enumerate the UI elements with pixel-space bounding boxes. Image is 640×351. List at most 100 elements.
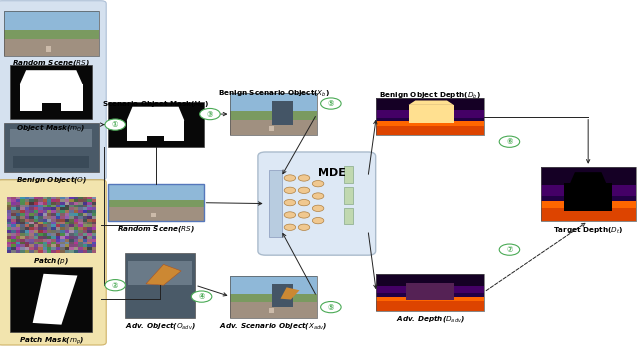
Text: Patch($p$): Patch($p$) bbox=[33, 255, 69, 266]
Bar bbox=[541, 201, 636, 207]
Circle shape bbox=[499, 136, 520, 147]
Bar bbox=[230, 276, 317, 318]
Bar bbox=[128, 260, 192, 285]
Bar bbox=[230, 120, 317, 135]
Text: ⑤: ⑤ bbox=[328, 99, 334, 108]
Bar bbox=[230, 111, 317, 120]
Text: Benign Object($O$): Benign Object($O$) bbox=[15, 174, 87, 185]
Text: Target Depth($D_t$): Target Depth($D_t$) bbox=[553, 225, 623, 236]
Bar bbox=[10, 267, 92, 332]
Bar bbox=[541, 196, 636, 202]
Circle shape bbox=[284, 175, 296, 181]
Text: Object Mask($m_O$): Object Mask($m_O$) bbox=[17, 122, 86, 133]
Circle shape bbox=[312, 180, 324, 187]
FancyBboxPatch shape bbox=[258, 152, 376, 255]
Bar bbox=[151, 213, 156, 217]
Bar bbox=[376, 98, 484, 135]
Bar bbox=[344, 166, 353, 183]
Circle shape bbox=[284, 199, 296, 206]
Bar bbox=[376, 111, 484, 119]
Bar bbox=[230, 276, 317, 294]
Bar bbox=[272, 101, 294, 125]
Bar bbox=[230, 93, 317, 112]
Bar bbox=[376, 98, 484, 111]
Text: Scenario Object Mask($M_O$): Scenario Object Mask($M_O$) bbox=[102, 99, 209, 110]
Bar bbox=[47, 46, 51, 52]
Polygon shape bbox=[33, 274, 77, 325]
Bar bbox=[20, 84, 83, 111]
Circle shape bbox=[321, 98, 341, 109]
Bar bbox=[376, 274, 484, 311]
Text: ②: ② bbox=[112, 281, 118, 290]
Circle shape bbox=[499, 244, 520, 255]
Bar bbox=[541, 201, 636, 221]
Circle shape bbox=[298, 175, 310, 181]
Circle shape bbox=[105, 119, 125, 130]
Circle shape bbox=[312, 193, 324, 199]
Bar bbox=[127, 120, 184, 141]
Circle shape bbox=[298, 199, 310, 206]
Bar bbox=[42, 103, 61, 111]
Bar bbox=[230, 294, 317, 303]
Circle shape bbox=[105, 279, 125, 291]
Bar bbox=[108, 207, 204, 221]
Circle shape bbox=[298, 212, 310, 218]
Polygon shape bbox=[408, 100, 454, 105]
Bar bbox=[376, 118, 484, 122]
Text: Adv. Scenario Object($X_{adv}$): Adv. Scenario Object($X_{adv}$) bbox=[220, 320, 328, 331]
Polygon shape bbox=[20, 70, 83, 84]
Bar bbox=[13, 156, 89, 168]
Bar bbox=[10, 129, 92, 147]
Bar bbox=[541, 185, 636, 197]
Bar bbox=[4, 11, 99, 56]
Circle shape bbox=[298, 187, 310, 193]
Bar bbox=[4, 39, 99, 56]
Bar bbox=[4, 11, 99, 31]
Bar bbox=[376, 121, 484, 126]
Bar bbox=[344, 208, 353, 224]
Bar bbox=[376, 293, 484, 298]
Text: Patch Mask($m_p$): Patch Mask($m_p$) bbox=[19, 334, 84, 346]
Bar bbox=[408, 105, 454, 123]
Circle shape bbox=[284, 187, 296, 193]
Bar bbox=[376, 297, 484, 302]
Circle shape bbox=[312, 218, 324, 224]
Bar bbox=[125, 253, 195, 318]
Text: Random Scene($RS$): Random Scene($RS$) bbox=[116, 224, 195, 234]
Circle shape bbox=[298, 224, 310, 231]
Circle shape bbox=[200, 108, 220, 120]
FancyBboxPatch shape bbox=[0, 1, 106, 180]
Bar bbox=[269, 171, 282, 237]
Circle shape bbox=[284, 224, 296, 231]
Bar bbox=[230, 302, 317, 318]
Bar bbox=[10, 65, 92, 119]
Bar bbox=[230, 93, 317, 135]
Circle shape bbox=[321, 302, 341, 313]
Bar bbox=[376, 121, 484, 135]
Bar bbox=[541, 167, 636, 221]
Bar bbox=[376, 297, 484, 311]
Polygon shape bbox=[127, 107, 184, 120]
Text: ③: ③ bbox=[207, 110, 213, 119]
Bar bbox=[564, 183, 612, 211]
Text: ④: ④ bbox=[198, 292, 205, 301]
Bar bbox=[376, 274, 484, 287]
Bar bbox=[108, 102, 204, 147]
Text: Benign Object Depth($D_b$): Benign Object Depth($D_b$) bbox=[379, 91, 481, 101]
Text: ①: ① bbox=[112, 120, 118, 129]
Bar bbox=[541, 167, 636, 186]
Polygon shape bbox=[570, 172, 606, 183]
Bar bbox=[108, 184, 204, 201]
Text: Benign Scenario Object($X_b$): Benign Scenario Object($X_b$) bbox=[218, 88, 330, 99]
Text: ⑥: ⑥ bbox=[506, 137, 513, 146]
Text: ⑤: ⑤ bbox=[328, 303, 334, 312]
Bar bbox=[108, 200, 204, 208]
Text: Adv. Object($O_{adv}$): Adv. Object($O_{adv}$) bbox=[125, 320, 195, 331]
FancyBboxPatch shape bbox=[0, 180, 106, 345]
Text: Adv. Depth($D_{adv}$): Adv. Depth($D_{adv}$) bbox=[396, 313, 465, 324]
Bar bbox=[269, 126, 274, 131]
Circle shape bbox=[191, 291, 212, 302]
Circle shape bbox=[312, 205, 324, 211]
Bar bbox=[269, 309, 274, 313]
Bar bbox=[4, 123, 99, 172]
